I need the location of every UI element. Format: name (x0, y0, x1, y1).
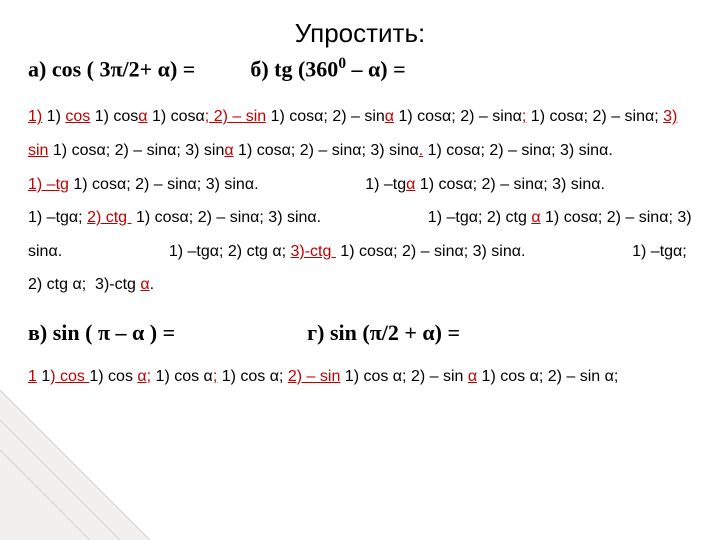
tok: α (531, 209, 540, 226)
tok: 1) cos (90, 108, 138, 125)
tok: α; (137, 368, 151, 385)
tok: 1) (42, 108, 65, 125)
tok: α (224, 142, 233, 159)
tok: 1) cos α; 2) – sin α; (477, 368, 618, 385)
tok: 1) cosα; 2) – sinα (394, 108, 522, 125)
tok: 1) cosα (148, 108, 205, 125)
problems-row-ab: а) cos ( 3π/2+ α) = б) tg (3600 – α) = (28, 55, 692, 82)
tok: 3)-ctg (291, 243, 336, 260)
tok: α (140, 276, 149, 293)
answers-block-2: 1 1) cos 1) cos α; 1) cos α; 1) cos α; 2… (28, 360, 692, 394)
tok: α (138, 108, 147, 125)
tok: 1) cosα; 2) – sinα; 3) sin (48, 142, 224, 159)
tok: α (468, 368, 477, 385)
tok: 1) cosα; 2) – sin (266, 108, 385, 125)
tok: 1) cos α; 2) – sin (340, 368, 468, 385)
problem-a-label: а) cos ( 3π/2+ α) = (28, 56, 195, 81)
spacer (175, 320, 307, 345)
tok: 1) –tg (28, 176, 69, 193)
tok: . (150, 276, 154, 293)
problem-c-label: в) sin ( π – α ) = (28, 320, 175, 345)
tok: cos (65, 108, 90, 125)
problem-b-label-post: – α) = (346, 56, 406, 81)
tok: 1) cosα; 2) – sinα; (526, 108, 663, 125)
tok: 1) (28, 108, 42, 125)
tok: 1 (28, 368, 37, 385)
tok: 1) cosα; 2) – sinα; 3) sinα. 1) –tgα; 2)… (132, 209, 532, 226)
tok: 1) cosα; 2) – sinα; 3) sinα. 1) –tg (69, 176, 406, 193)
tok: α (385, 108, 394, 125)
tok: 2) ctg (87, 209, 131, 226)
tok: 1) cosα; 2) – sinα; 3) sinα (234, 142, 419, 159)
tok: ) cos (50, 368, 89, 385)
tok: 1) cos (89, 368, 137, 385)
tok: ; 2) – sin (205, 108, 266, 125)
tok: 2) – sin (288, 368, 340, 385)
spacer (195, 56, 250, 81)
tok: α (406, 176, 415, 193)
tok: 1) cos α (151, 368, 213, 385)
tok: 1) cos α; (217, 368, 288, 385)
problem-b-label-pre: б) tg (360 (250, 56, 338, 81)
slide-page: Упростить: а) cos ( 3π/2+ α) = б) tg (36… (0, 0, 720, 540)
slide-title: Упростить: (28, 18, 692, 49)
answers-block-1: 1) 1) cos 1) cosα 1) cosα; 2) – sin 1) c… (28, 100, 692, 302)
tok: 1) cosα; 2) – sinα; 3) sinα. (423, 142, 719, 159)
problem-d-label: г) sin (π/2 + α) = (307, 320, 460, 345)
problems-row-cd: в) sin ( π – α ) = г) sin (π/2 + α) = (28, 320, 692, 346)
page-curl-icon (0, 390, 150, 540)
problem-b-sup: 0 (338, 55, 346, 72)
tok: 1 (37, 368, 50, 385)
